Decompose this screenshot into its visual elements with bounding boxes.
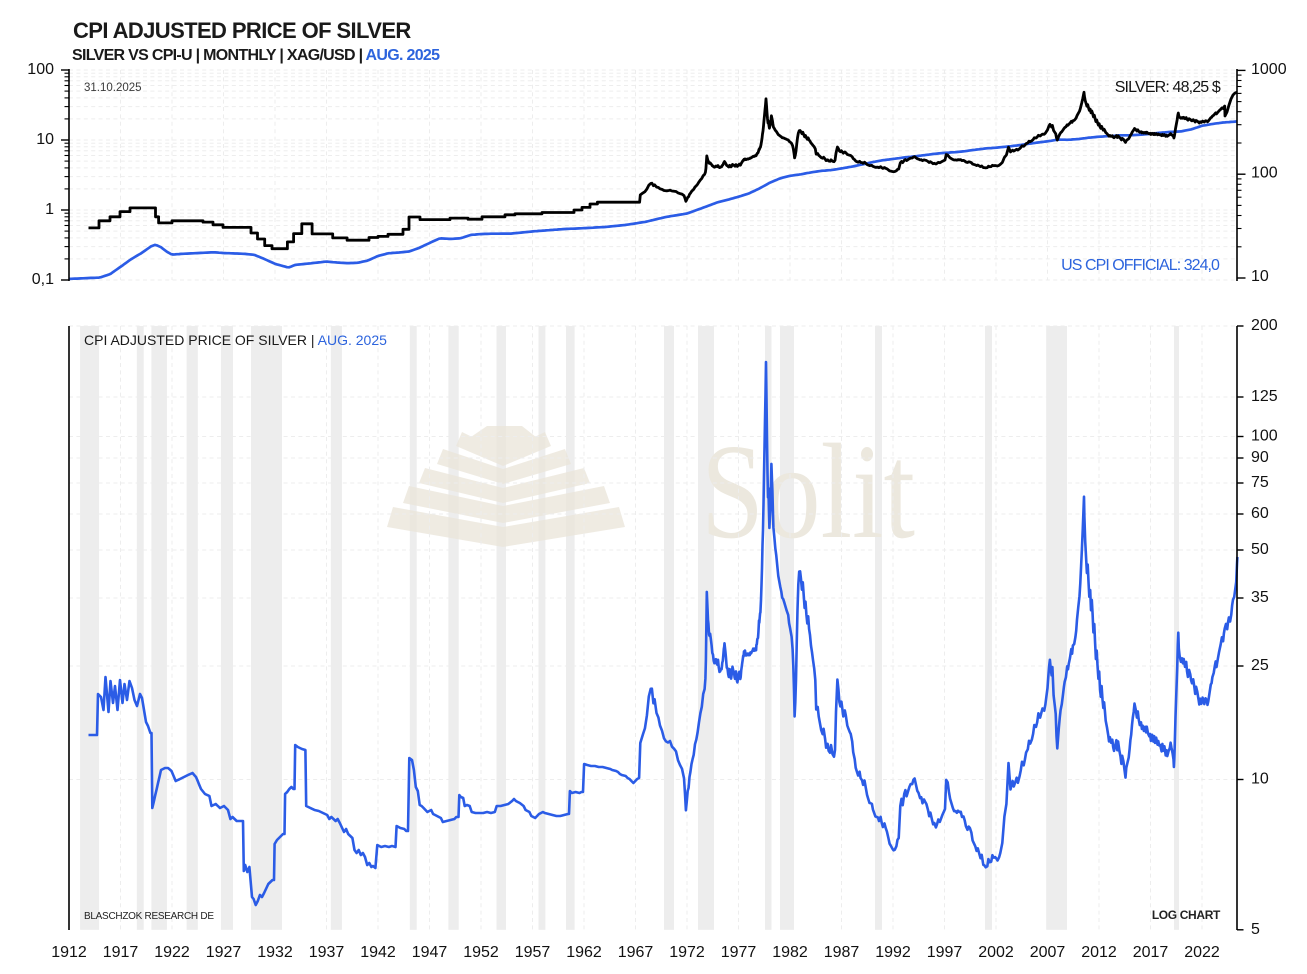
- svg-text:100: 100: [27, 61, 54, 78]
- svg-text:2017: 2017: [1133, 944, 1169, 961]
- svg-text:35: 35: [1251, 589, 1269, 606]
- svg-text:US CPI OFFICIAL: 324,0: US CPI OFFICIAL: 324,0: [1061, 257, 1220, 274]
- svg-text:1972: 1972: [669, 944, 705, 961]
- svg-text:1942: 1942: [360, 944, 396, 961]
- svg-text:1992: 1992: [875, 944, 911, 961]
- svg-text:SILVER: 48,25 $: SILVER: 48,25 $: [1115, 79, 1221, 96]
- svg-text:5: 5: [1251, 921, 1260, 938]
- svg-text:100: 100: [1251, 165, 1278, 182]
- svg-text:1952: 1952: [463, 944, 499, 961]
- svg-text:BLASCHZOK RESEARCH DE: BLASCHZOK RESEARCH DE: [84, 911, 214, 922]
- svg-text:1932: 1932: [257, 944, 293, 961]
- svg-text:1937: 1937: [309, 944, 345, 961]
- svg-text:2002: 2002: [978, 944, 1014, 961]
- svg-text:1917: 1917: [103, 944, 139, 961]
- svg-text:31.10.2025: 31.10.2025: [84, 82, 142, 94]
- svg-text:SILVER VS CPI-U | MONTHLY | XA: SILVER VS CPI-U | MONTHLY | XAG/USD | AU…: [72, 47, 440, 64]
- svg-text:0,1: 0,1: [32, 271, 54, 288]
- svg-text:1967: 1967: [618, 944, 654, 961]
- svg-text:2007: 2007: [1030, 944, 1066, 961]
- svg-text:CPI ADJUSTED PRICE OF SILVER |: CPI ADJUSTED PRICE OF SILVER | AUG. 2025: [84, 332, 387, 348]
- svg-text:2012: 2012: [1081, 944, 1117, 961]
- svg-text:1: 1: [45, 201, 54, 218]
- svg-text:2022: 2022: [1184, 944, 1220, 961]
- svg-text:1997: 1997: [927, 944, 963, 961]
- svg-text:1982: 1982: [772, 944, 808, 961]
- svg-text:Solit: Solit: [701, 417, 915, 567]
- svg-text:10: 10: [1251, 771, 1269, 788]
- svg-text:1927: 1927: [206, 944, 242, 961]
- svg-text:50: 50: [1251, 541, 1269, 558]
- svg-text:25: 25: [1251, 657, 1269, 674]
- svg-text:10: 10: [1251, 268, 1269, 285]
- svg-text:125: 125: [1251, 388, 1278, 405]
- svg-text:60: 60: [1251, 505, 1269, 522]
- svg-text:100: 100: [1251, 428, 1278, 445]
- svg-text:CPI ADJUSTED PRICE OF SILVER: CPI ADJUSTED PRICE OF SILVER: [73, 18, 411, 43]
- svg-text:200: 200: [1251, 317, 1278, 334]
- svg-text:LOG CHART: LOG CHART: [1152, 908, 1221, 922]
- svg-text:1987: 1987: [824, 944, 860, 961]
- svg-text:1922: 1922: [154, 944, 190, 961]
- svg-text:1912: 1912: [51, 944, 87, 961]
- svg-text:1962: 1962: [566, 944, 602, 961]
- svg-text:1000: 1000: [1251, 61, 1287, 78]
- svg-text:1947: 1947: [412, 944, 448, 961]
- svg-text:1957: 1957: [515, 944, 551, 961]
- svg-text:10: 10: [36, 131, 54, 148]
- svg-text:75: 75: [1251, 474, 1269, 491]
- svg-text:90: 90: [1251, 449, 1269, 466]
- svg-text:1977: 1977: [721, 944, 757, 961]
